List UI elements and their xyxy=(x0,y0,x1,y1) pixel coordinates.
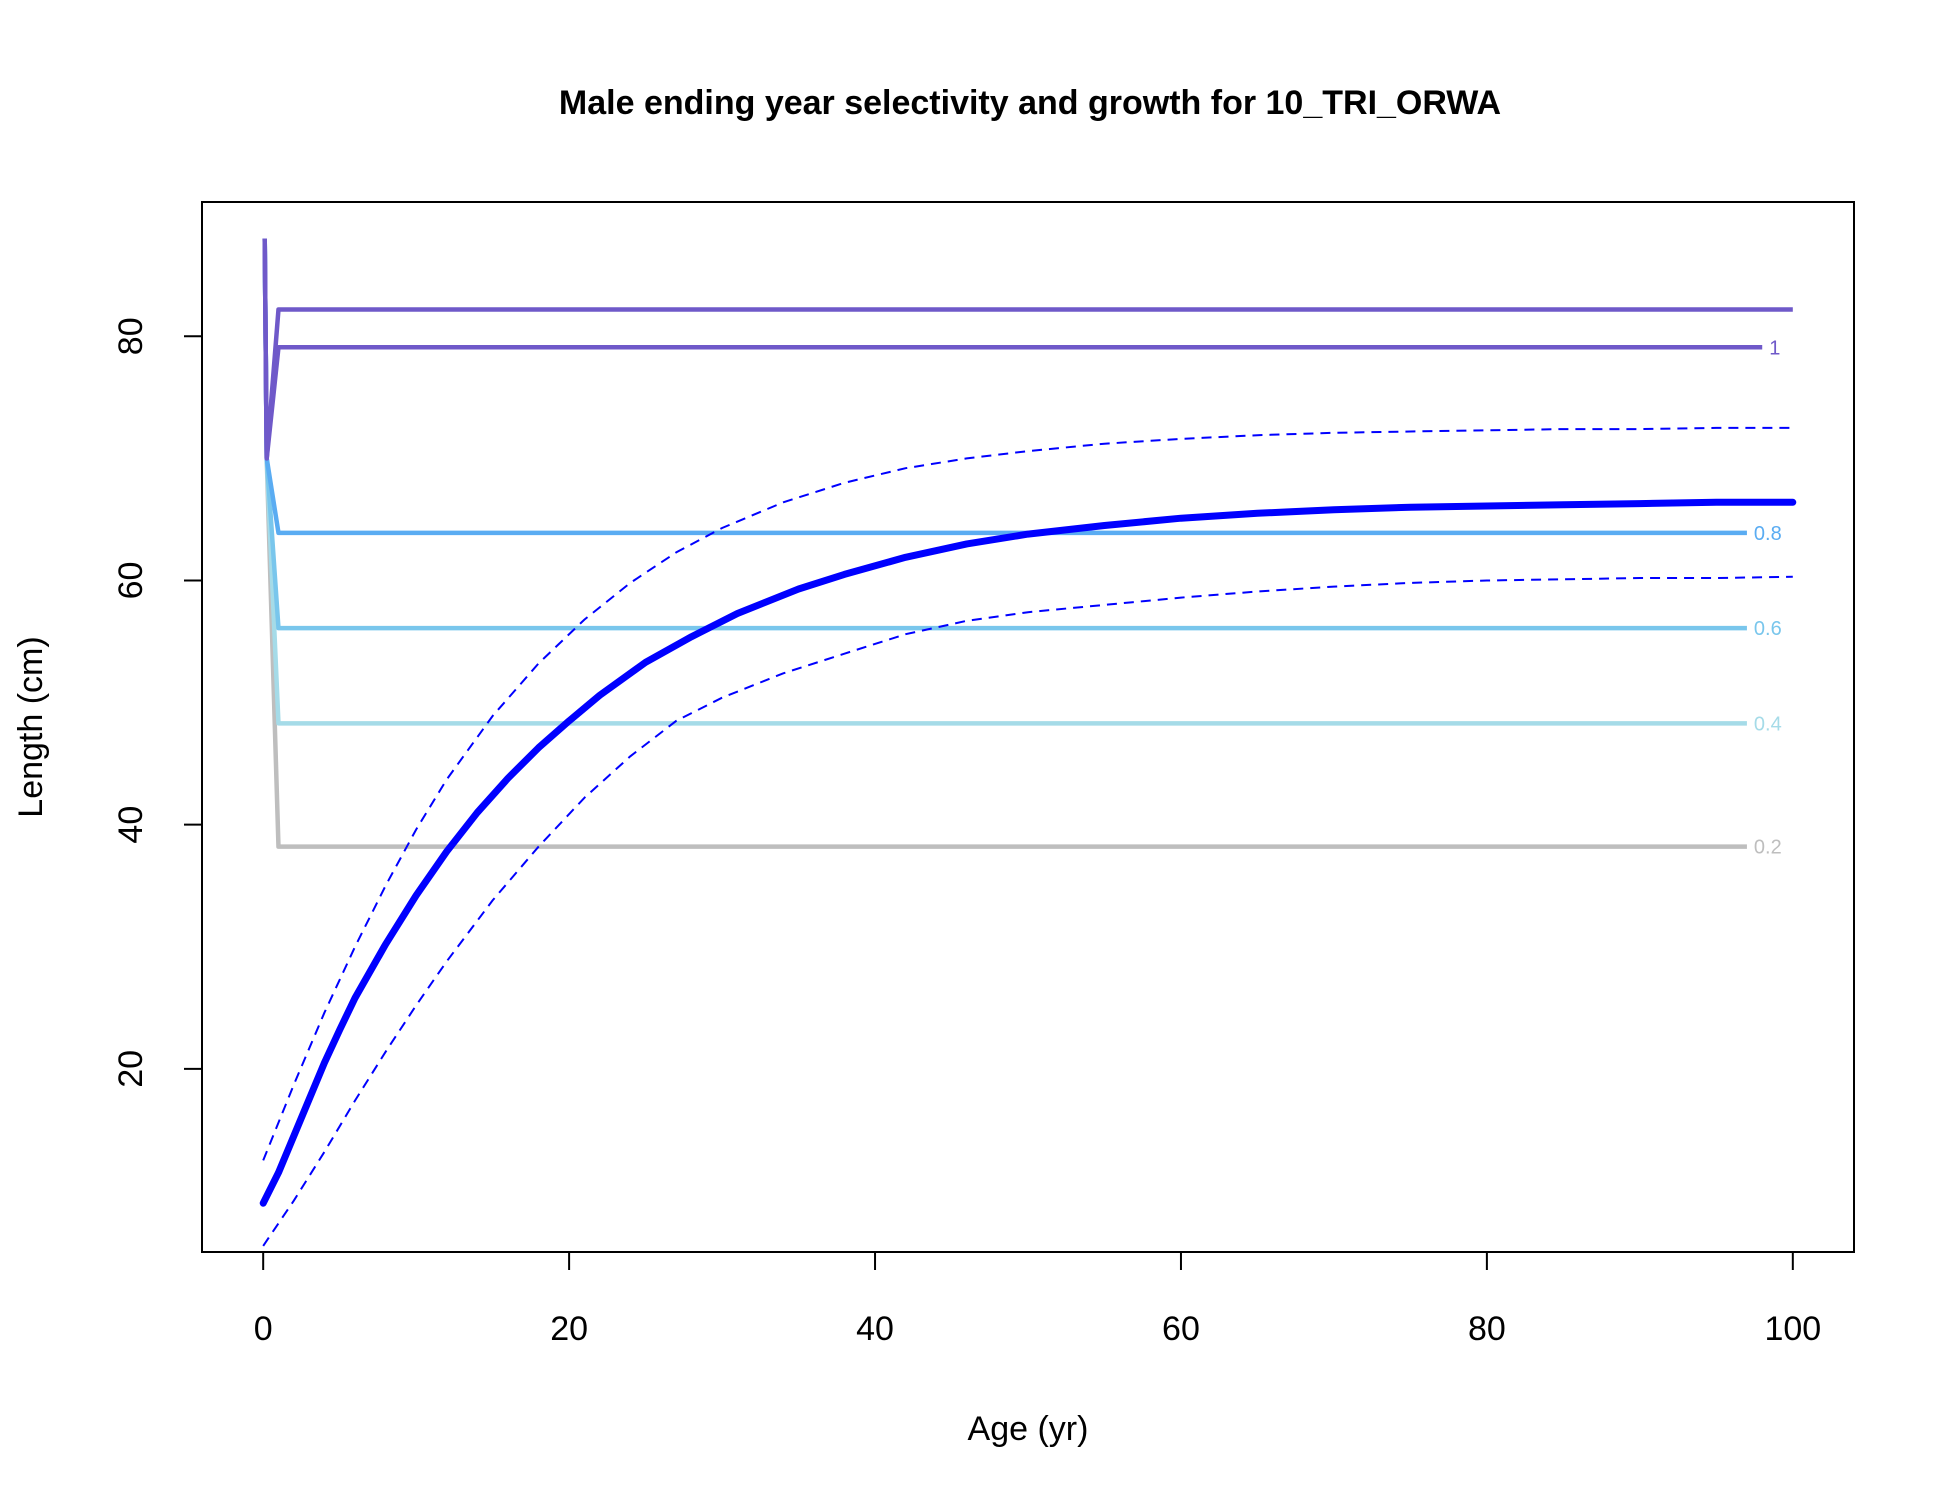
contour-label: 0.8 xyxy=(1754,523,1782,545)
contour-label: 0.2 xyxy=(1754,837,1782,859)
contour-label: 0.6 xyxy=(1754,618,1782,640)
y-tick-label: 40 xyxy=(112,806,150,844)
plot-frame xyxy=(201,201,1855,1253)
x-tick-label: 100 xyxy=(1764,1310,1821,1348)
growth-curves xyxy=(259,426,1797,1247)
y-axis: 20 40 60 80 xyxy=(112,317,202,1088)
selectivity-contours: 0.2 0.4 0.6 0.8 1 xyxy=(262,238,1793,859)
contour-label: 1 xyxy=(1769,337,1780,359)
selectivity-contour xyxy=(262,238,1763,461)
selectivity-contour xyxy=(262,238,1747,536)
y-tick-label: 80 xyxy=(112,317,150,355)
contour-label: 0.4 xyxy=(1754,713,1782,735)
growth-mean-curve xyxy=(259,498,1797,1207)
y-tick-label: 20 xyxy=(112,1050,150,1088)
growth-lower-interval xyxy=(262,575,1793,1247)
chart-title: Male ending year selectivity and growth … xyxy=(559,84,1501,122)
x-tick-label: 0 xyxy=(254,1310,273,1348)
selectivity-contour xyxy=(262,238,1793,461)
x-tick-label: 80 xyxy=(1468,1310,1506,1348)
selectivity-contour xyxy=(262,238,1747,631)
x-axis: 0 20 40 60 80 100 xyxy=(254,1251,1821,1348)
selectivity-contour xyxy=(262,238,1747,849)
x-axis-label: Age (yr) xyxy=(968,1410,1089,1448)
y-tick-label: 60 xyxy=(112,562,150,600)
x-tick-label: 40 xyxy=(856,1310,894,1348)
x-tick-label: 20 xyxy=(550,1310,588,1348)
growth-upper-interval xyxy=(262,426,1793,1161)
x-tick-label: 60 xyxy=(1162,1310,1200,1348)
y-axis-label: Length (cm) xyxy=(12,636,50,817)
